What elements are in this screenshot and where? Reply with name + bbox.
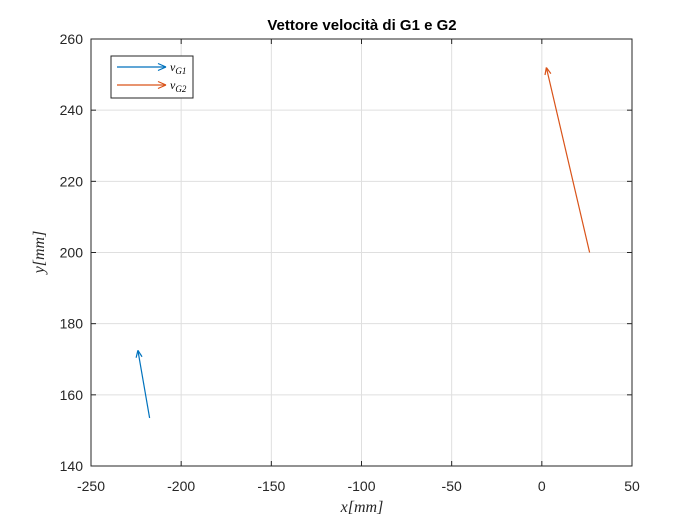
y-axis-label: y[mm] <box>31 231 48 276</box>
x-tick-label: -200 <box>167 478 195 494</box>
arrow-shaft <box>137 350 151 419</box>
arrow-head-right <box>544 67 547 76</box>
arrow-head-right <box>135 350 139 358</box>
legend-label: vG2 <box>170 78 187 94</box>
arrow-head-left <box>137 350 143 358</box>
x-tick-label: -150 <box>257 478 285 494</box>
legend-arrow-head-top <box>157 62 167 68</box>
legend-entry-g2: vG2 <box>117 78 187 94</box>
velocity-arrow-g1 <box>135 350 151 419</box>
legend-arrow-head-top <box>157 80 167 86</box>
legend-arrow-head-bottom <box>157 66 167 72</box>
y-tick-label: 200 <box>60 245 84 261</box>
y-tick-label: 220 <box>60 173 84 189</box>
x-tick-label: 50 <box>624 478 640 494</box>
y-tick-label: 180 <box>60 316 84 332</box>
x-tick-label: -250 <box>77 478 105 494</box>
arrows <box>135 67 591 419</box>
x-tick-label: -50 <box>442 478 462 494</box>
legend-box <box>110 55 194 99</box>
arrow-head-left <box>545 67 552 74</box>
ticks: -250 -200 -150 -100 -50 0 50 140 160 180 200 220 240… <box>60 31 640 494</box>
plot-area-border <box>90 38 633 467</box>
x-tick-label: 0 <box>538 478 546 494</box>
y-tick-label: 140 <box>60 458 84 474</box>
legend-arrow-head-bottom <box>157 84 167 90</box>
arrow-shaft <box>545 67 591 253</box>
x-axis-label: x[mm] <box>340 499 384 516</box>
y-tick-label: 160 <box>60 387 84 403</box>
chart-title: Vettore velocità di G1 e G2 <box>267 17 456 34</box>
y-tick-label: 240 <box>60 102 84 118</box>
x-tick-label: -100 <box>347 478 375 494</box>
velocity-arrow-g2 <box>544 67 591 253</box>
legend-label: vG1 <box>170 60 186 76</box>
y-tick-label: 260 <box>60 31 84 47</box>
legend-entry-g1: vG1 <box>117 60 186 76</box>
grid <box>91 39 632 466</box>
